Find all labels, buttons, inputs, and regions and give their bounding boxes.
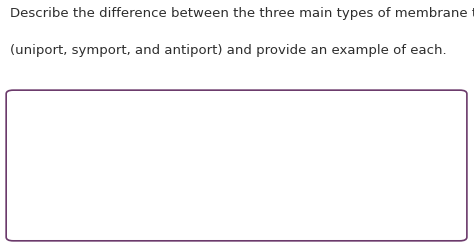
FancyBboxPatch shape — [6, 90, 467, 241]
Text: Describe the difference between the three main types of membrane transporters: Describe the difference between the thre… — [10, 7, 474, 21]
Text: (uniport, symport, and antiport) and provide an example of each.: (uniport, symport, and antiport) and pro… — [10, 44, 447, 58]
